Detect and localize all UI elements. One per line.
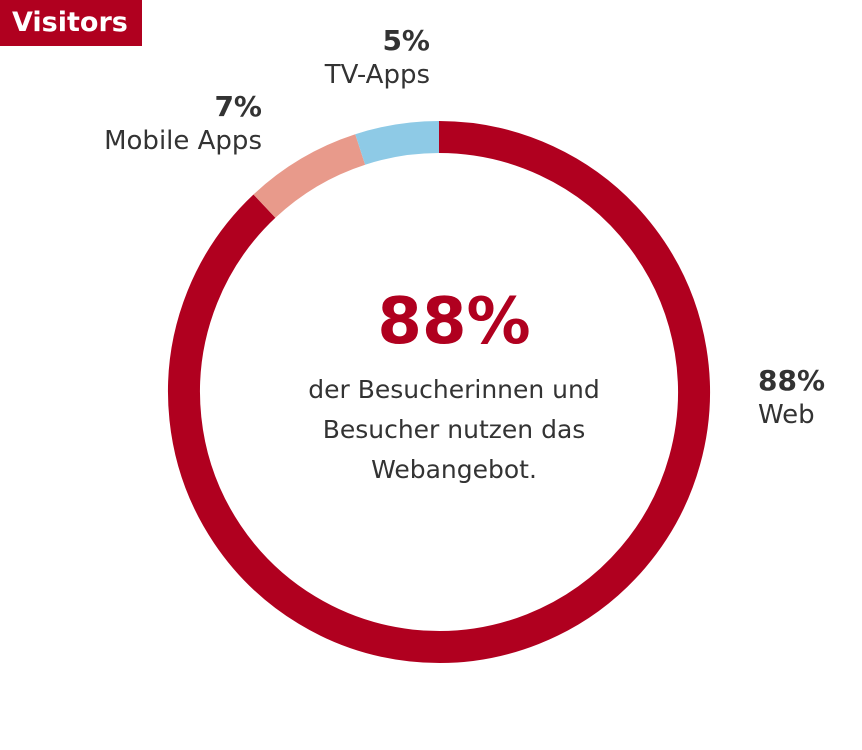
mobile-apps-label: 7% Mobile Apps bbox=[80, 90, 262, 158]
donut-slice-web bbox=[168, 121, 710, 663]
tv-apps-name: TV-Apps bbox=[324, 60, 430, 90]
donut-center: 88% der Besucherinnen und Besucher nutze… bbox=[254, 286, 654, 490]
mobile-apps-percent: 7% bbox=[214, 90, 262, 123]
web-label: 88% Web bbox=[758, 364, 858, 432]
web-name: Web bbox=[758, 400, 815, 430]
web-percent: 88% bbox=[758, 364, 826, 397]
tv-apps-label: 5% TV-Apps bbox=[300, 24, 430, 92]
center-description: der Besucherinnen und Besucher nutzen da… bbox=[308, 375, 600, 484]
visitors-badge: Visitors bbox=[0, 0, 142, 46]
donut-slice-tv-apps bbox=[355, 121, 440, 165]
donut-slice-mobile-apps bbox=[253, 134, 366, 218]
tv-apps-percent: 5% bbox=[382, 24, 430, 57]
mobile-apps-name: Mobile Apps bbox=[104, 126, 262, 156]
center-value: 88% bbox=[377, 285, 531, 359]
